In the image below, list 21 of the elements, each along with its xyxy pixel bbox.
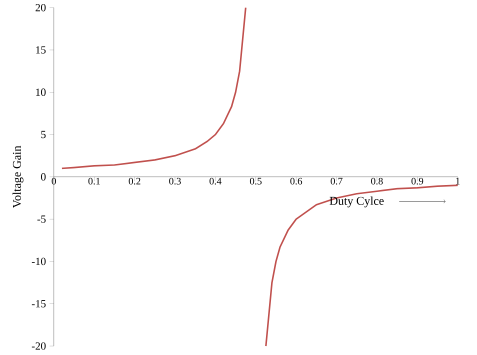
x-tick-label: 0.2 (128, 178, 140, 185)
x-tick-label: 0.4 (210, 178, 222, 185)
y-tick-label: 20 (36, 4, 46, 12)
x-tick-label: 1 (456, 178, 460, 185)
x-tick-label: 0.6 (290, 178, 302, 185)
x-tick-label: 0.9 (411, 178, 424, 185)
y-tick-label: -10 (32, 258, 46, 266)
y-tick-label: -20 (32, 342, 46, 350)
x-tick-label: 0.3 (169, 178, 181, 185)
y-tick-label: -5 (37, 216, 46, 224)
x-tick-label: 0 (52, 178, 56, 185)
x-tick-label: 0.8 (371, 178, 383, 185)
x-axis-title: Duty Cylce (330, 196, 384, 208)
y-tick-label: 5 (41, 131, 46, 138)
x-tick-label: 0.5 (250, 178, 262, 185)
y-axis-title: Voltage Gain (12, 146, 24, 208)
y-tick-label: 10 (36, 88, 46, 96)
x-tick-label: 0.7 (330, 178, 343, 185)
y-tick-label: -15 (32, 300, 46, 308)
y-tick-label: 15 (36, 46, 46, 54)
x-tick-label: 0.1 (88, 178, 100, 185)
